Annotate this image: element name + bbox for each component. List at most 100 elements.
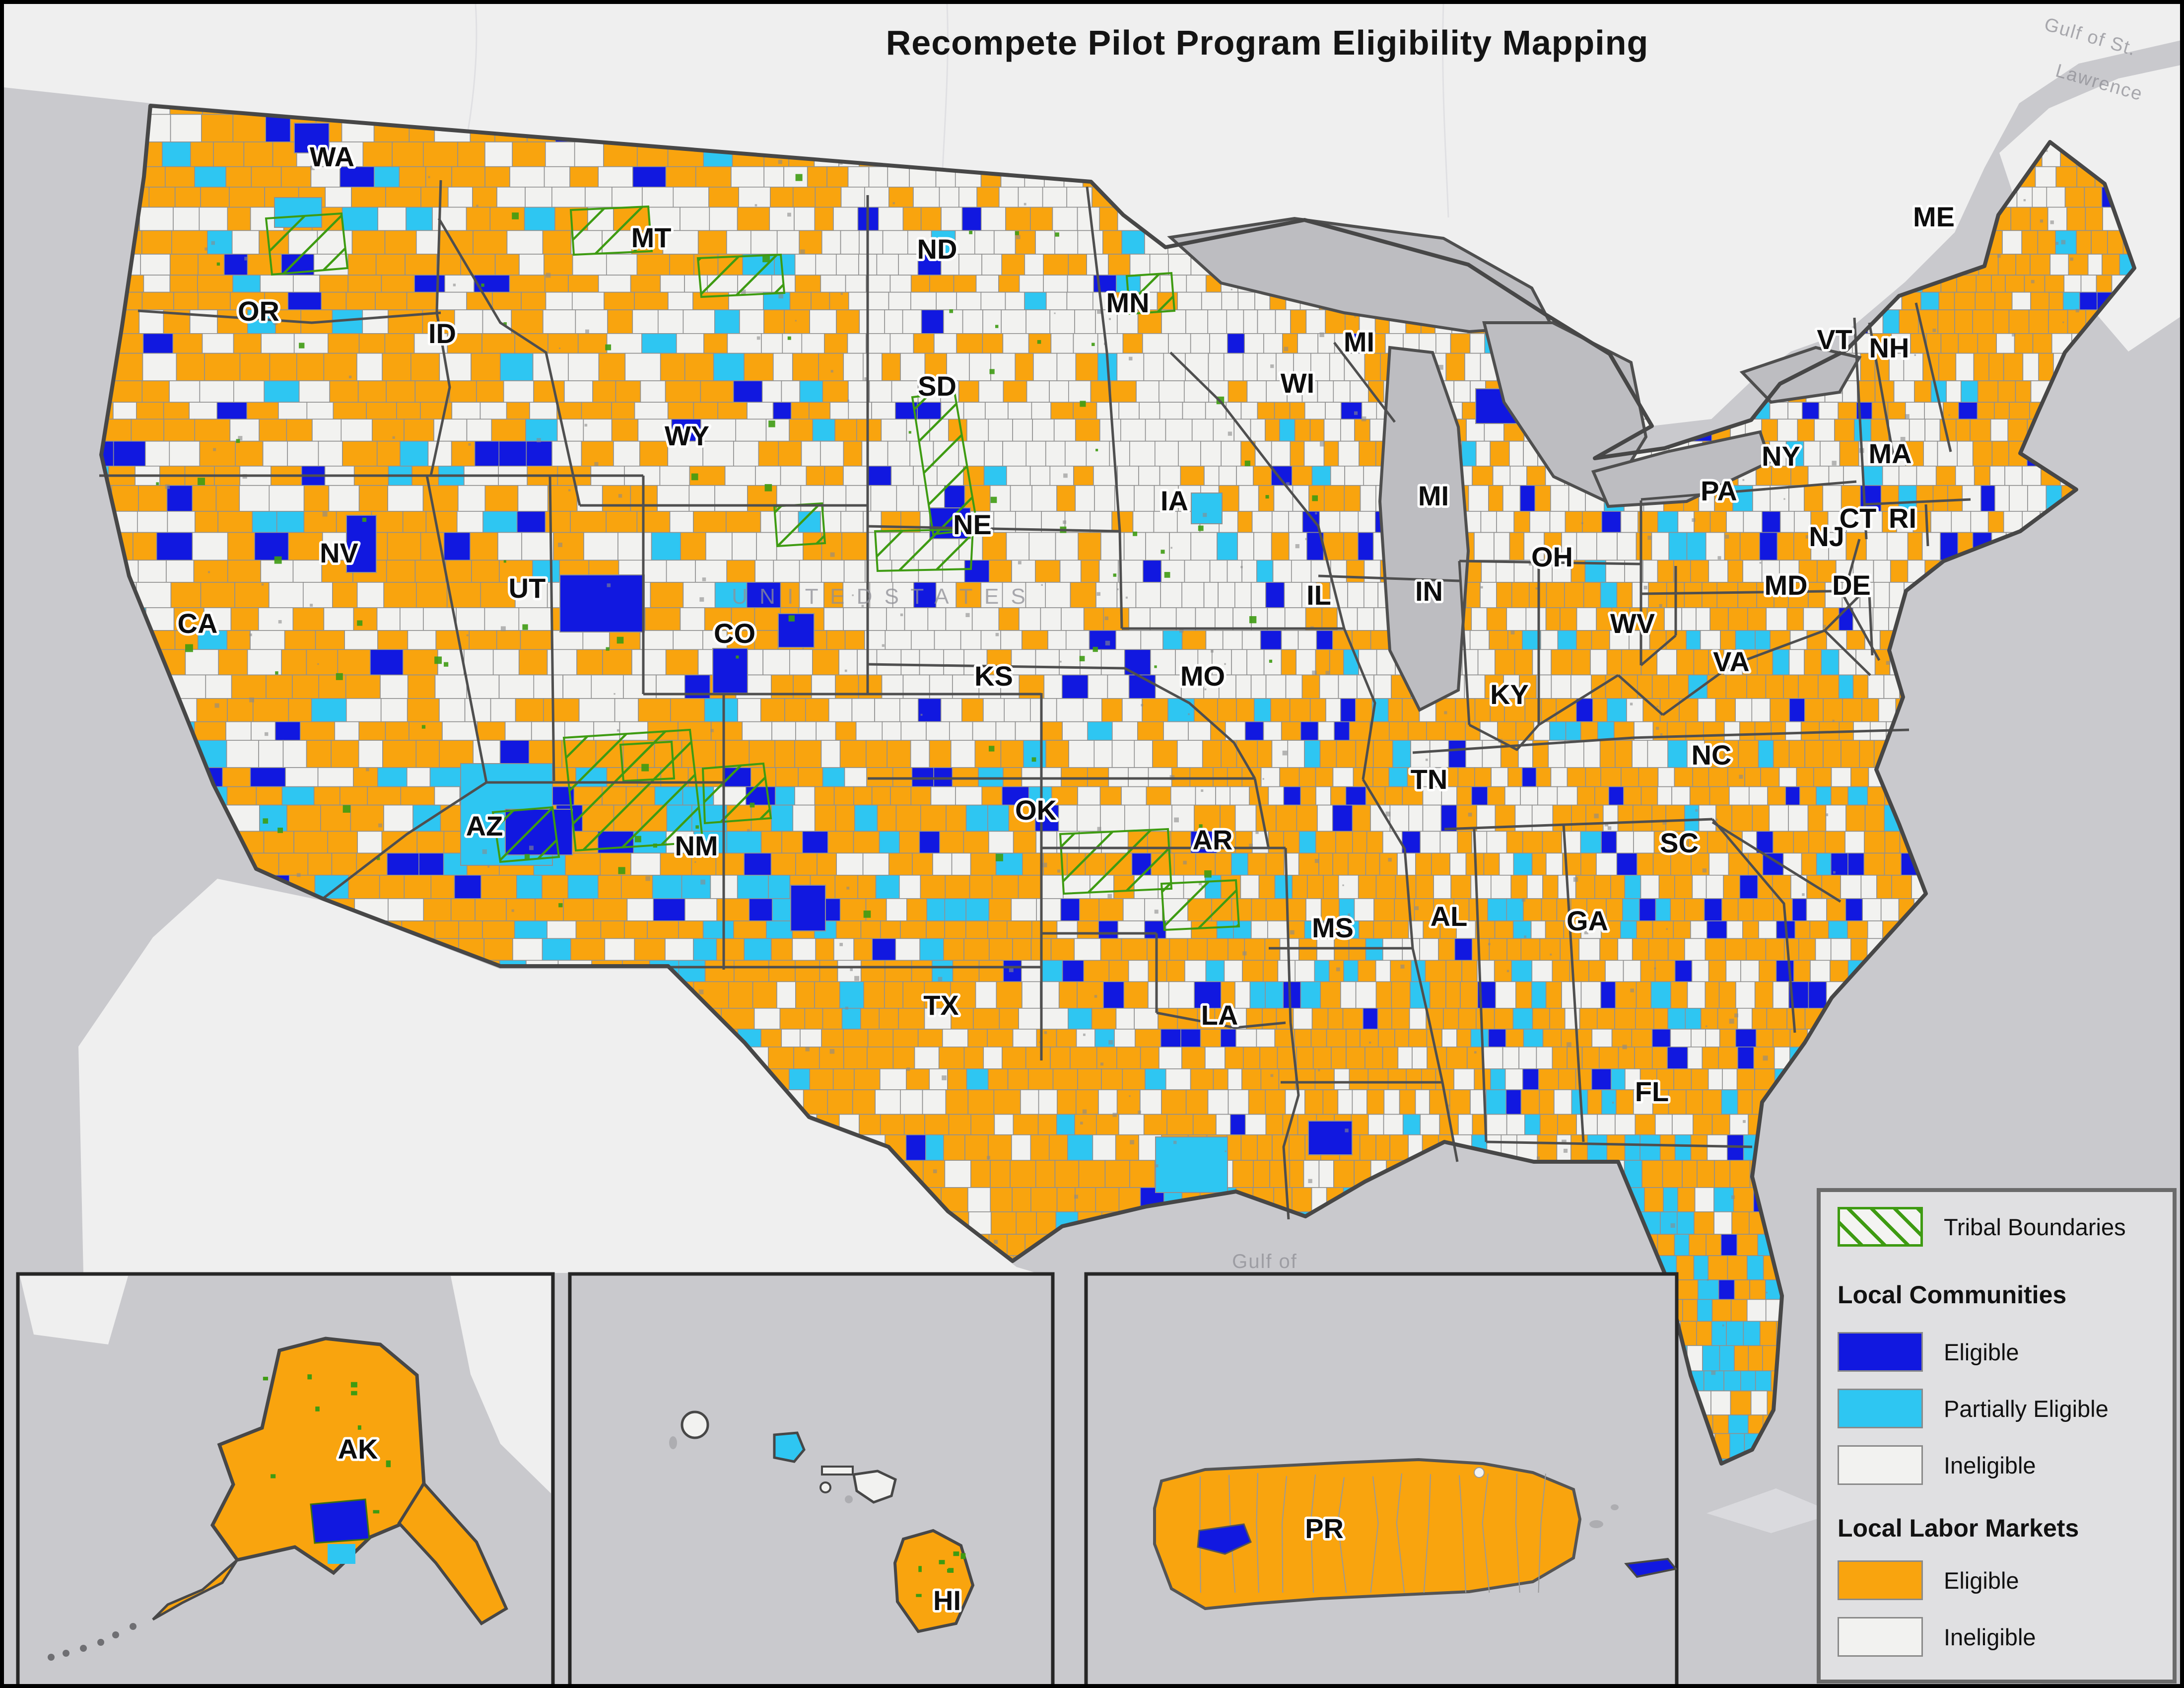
county-cell — [1496, 560, 1515, 583]
county-cell — [781, 1029, 801, 1048]
county-cell — [451, 440, 476, 467]
county-cell — [1103, 981, 1125, 1009]
county-cell — [1168, 254, 1192, 276]
county-cell — [988, 831, 1014, 854]
county-cell — [1806, 875, 1823, 899]
county-cell — [1258, 875, 1276, 899]
county-cell — [2016, 186, 2033, 208]
county-cell — [1799, 786, 1817, 806]
county-cell — [352, 767, 378, 787]
county-cell — [1611, 1068, 1626, 1090]
county-cell — [1243, 309, 1258, 334]
county-cell — [1143, 560, 1162, 583]
county-cell — [1058, 804, 1078, 832]
county-cell — [942, 1029, 968, 1048]
county-cell — [1739, 532, 1760, 561]
county-cell — [1118, 560, 1144, 583]
county-cell — [1077, 786, 1101, 806]
county-cell — [1480, 511, 1497, 533]
county-cell — [480, 875, 517, 899]
county-cell — [1267, 920, 1289, 939]
county-cell — [1358, 511, 1376, 533]
county-cell — [1203, 582, 1219, 608]
county-cell — [1145, 532, 1170, 561]
county-cell — [1554, 1089, 1572, 1115]
county-cell — [1391, 920, 1409, 939]
county-cell — [318, 440, 343, 467]
county-cell — [1145, 419, 1166, 442]
county-cell — [383, 582, 417, 608]
county-cell — [834, 419, 857, 442]
county-cell — [1218, 582, 1235, 608]
county-cell — [1143, 1114, 1167, 1135]
county-cell — [1532, 649, 1552, 676]
county-cell — [1281, 649, 1297, 676]
county-cell — [1773, 740, 1790, 768]
county-cell — [1368, 1114, 1384, 1135]
county-cell — [1052, 1068, 1078, 1090]
county-cell — [484, 485, 519, 512]
county-cell — [2007, 419, 2028, 442]
county-cell — [832, 1068, 855, 1090]
county-cell — [235, 440, 264, 467]
county-cell — [829, 402, 849, 420]
county-cell — [1002, 440, 1027, 467]
county-cell — [533, 674, 563, 699]
county-cell — [1657, 767, 1675, 787]
county-cell — [469, 630, 497, 650]
county-cell — [386, 380, 416, 403]
county-cell — [1611, 1029, 1633, 1048]
county-cell — [1723, 875, 1740, 899]
county-cell — [714, 485, 748, 512]
county-cell — [1684, 582, 1703, 608]
county-cell — [1635, 1008, 1654, 1030]
county-cell — [844, 767, 867, 787]
county-cell — [1916, 465, 1937, 486]
county-cell — [176, 352, 205, 381]
county-cell — [900, 721, 927, 741]
county-cell — [1977, 402, 1995, 420]
county-cell — [1725, 674, 1747, 699]
county-cell — [1542, 1029, 1562, 1048]
county-cell — [287, 440, 319, 467]
county-cell — [1249, 981, 1266, 1009]
county-cell — [1272, 511, 1290, 533]
county-cell — [1785, 721, 1802, 741]
county-cell — [978, 380, 1004, 403]
county-cell — [811, 291, 830, 310]
county-cell — [844, 630, 865, 650]
county-cell — [1667, 938, 1685, 961]
county-cell — [1392, 740, 1411, 768]
county-cell — [533, 380, 565, 403]
county-cell — [1263, 649, 1282, 676]
county-cell — [1132, 511, 1155, 533]
county-cell — [726, 831, 762, 854]
county-cell — [1028, 532, 1056, 561]
county-cell — [2002, 230, 2023, 255]
county-cell — [568, 352, 600, 381]
county-cell — [1863, 852, 1885, 876]
county-cell — [1062, 721, 1088, 741]
county-cell — [1090, 511, 1112, 533]
county-cell — [1482, 740, 1502, 768]
county-cell — [1474, 532, 1495, 561]
county-cell — [974, 230, 995, 255]
county-cell — [200, 186, 230, 208]
county-cell — [1537, 1134, 1558, 1161]
county-cell — [824, 465, 844, 486]
county-cell — [323, 607, 354, 631]
county-cell — [1847, 852, 1865, 876]
county-cell — [1056, 698, 1084, 722]
county-cell — [744, 352, 774, 381]
county-cell — [1343, 960, 1359, 983]
county-cell — [1667, 1047, 1688, 1069]
county-cell — [1075, 1187, 1096, 1212]
county-cell — [1852, 674, 1869, 699]
county-cell — [882, 721, 902, 741]
county-cell — [1148, 767, 1172, 787]
county-cell — [1557, 630, 1577, 650]
county-cell — [1887, 402, 1906, 420]
county-cell — [1191, 419, 1214, 442]
county-cell — [853, 786, 873, 806]
county-cell — [400, 440, 429, 467]
